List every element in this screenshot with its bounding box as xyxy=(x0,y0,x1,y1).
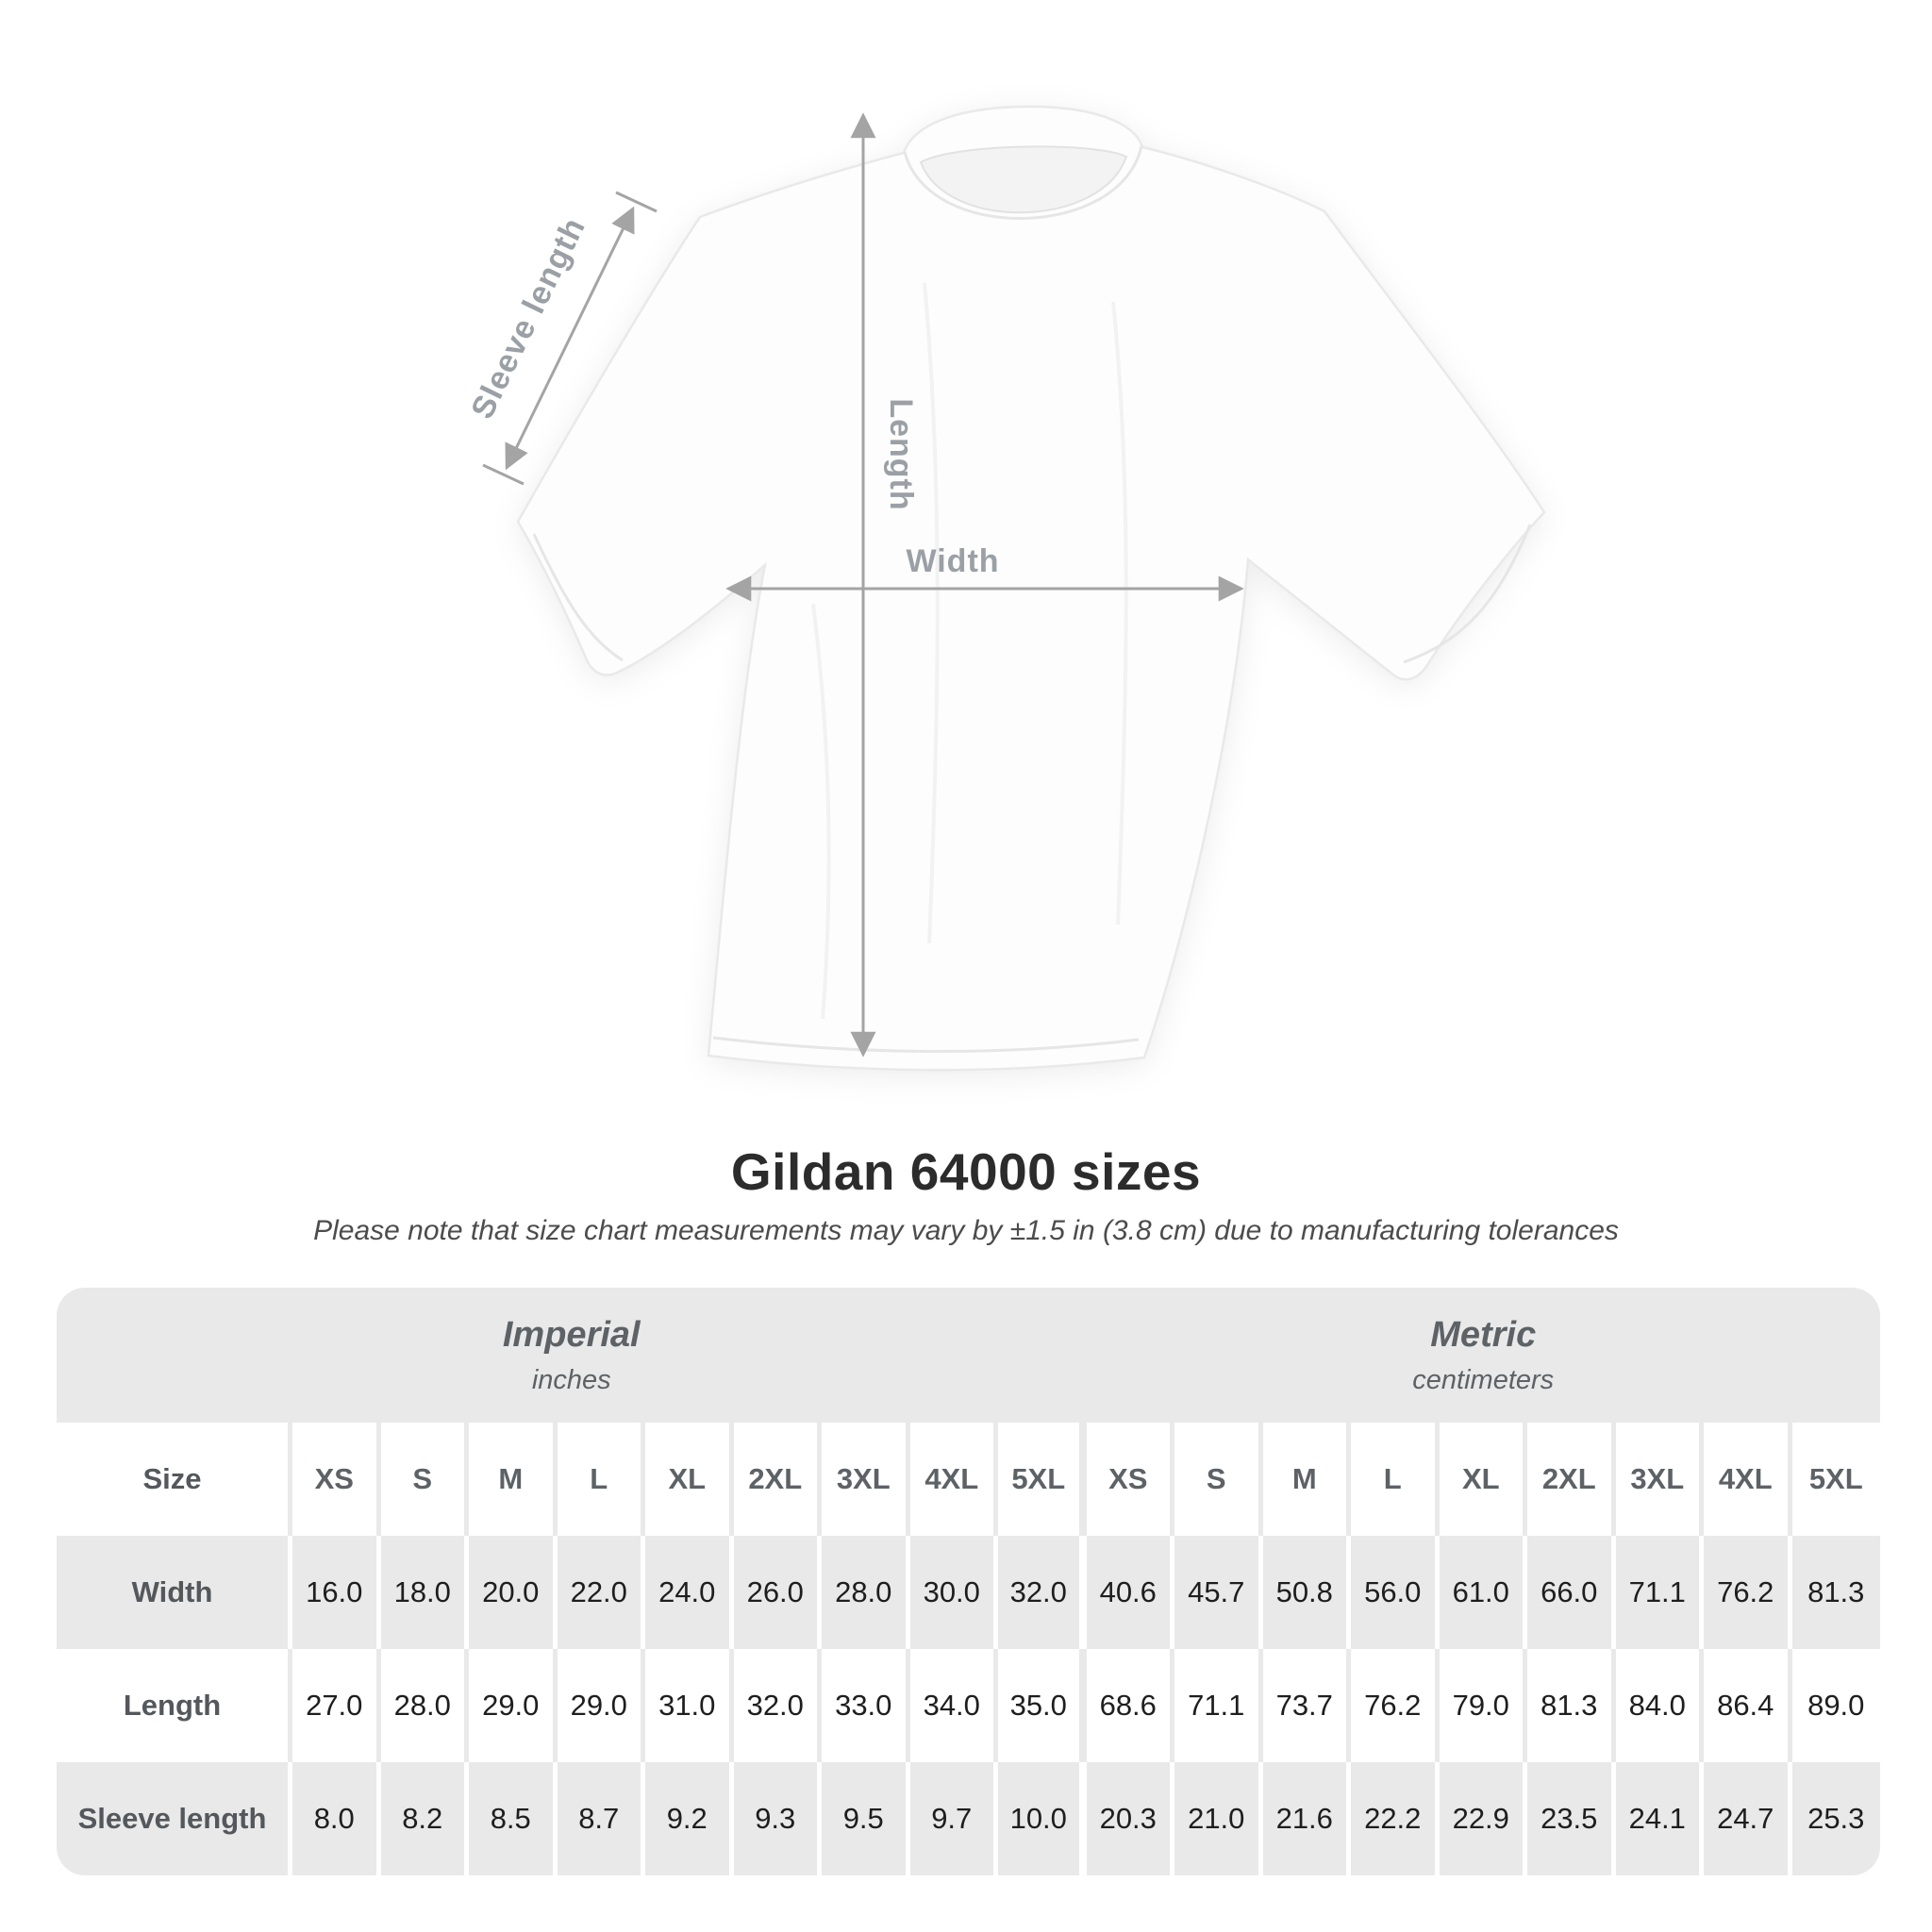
measurement-value: 16.0 xyxy=(292,1536,381,1649)
measurement-value: 40.6 xyxy=(1086,1536,1174,1649)
measurement-value: 73.7 xyxy=(1262,1649,1351,1762)
size-column-header: M xyxy=(469,1423,558,1536)
measurement-row-label: Sleeve length xyxy=(57,1762,292,1875)
measurement-value: 66.0 xyxy=(1527,1536,1616,1649)
size-column-header: 3XL xyxy=(822,1423,910,1536)
measurement-value: 71.1 xyxy=(1615,1536,1704,1649)
size-column-header: 3XL xyxy=(1615,1423,1704,1536)
measurement-value: 28.0 xyxy=(380,1649,469,1762)
measurement-value: 21.6 xyxy=(1262,1762,1351,1875)
size-column-header: 5XL xyxy=(998,1423,1087,1536)
measurement-value: 31.0 xyxy=(645,1649,734,1762)
measurement-value: 76.2 xyxy=(1351,1649,1440,1762)
imperial-header: Imperial inches xyxy=(57,1288,1087,1423)
measurement-value: 8.0 xyxy=(292,1762,381,1875)
measurement-value: 24.1 xyxy=(1615,1762,1704,1875)
page-title: Gildan 64000 sizes xyxy=(730,1142,1202,1201)
size-chart-table: Imperial inches Metric centimeters Size X… xyxy=(57,1288,1880,1875)
size-column-header: 5XL xyxy=(1791,1423,1880,1536)
measurement-value: 26.0 xyxy=(733,1536,822,1649)
size-column-header: 4XL xyxy=(909,1423,998,1536)
measurement-value: 22.2 xyxy=(1351,1762,1440,1875)
measurement-value: 22.9 xyxy=(1439,1762,1527,1875)
size-column-header: S xyxy=(1174,1423,1263,1536)
measurement-value: 81.3 xyxy=(1527,1649,1616,1762)
measurement-value: 10.0 xyxy=(998,1762,1087,1875)
measurement-value: 35.0 xyxy=(998,1649,1087,1762)
measurement-value: 9.3 xyxy=(733,1762,822,1875)
measurement-value: 9.2 xyxy=(645,1762,734,1875)
measurement-value: 84.0 xyxy=(1615,1649,1704,1762)
measurement-value: 8.2 xyxy=(380,1762,469,1875)
imperial-unit-label: inches xyxy=(531,1364,611,1395)
size-column-header: L xyxy=(1351,1423,1440,1536)
size-column-header: 2XL xyxy=(733,1423,822,1536)
size-column-header: XS xyxy=(1086,1423,1174,1536)
measurement-value: 86.4 xyxy=(1704,1649,1792,1762)
size-column-header: L xyxy=(557,1423,645,1536)
measurement-value: 23.5 xyxy=(1527,1762,1616,1875)
width-label: Width xyxy=(906,543,999,579)
measurement-value: 33.0 xyxy=(822,1649,910,1762)
metric-header: Metric centimeters xyxy=(1086,1288,1880,1423)
measurement-value: 22.0 xyxy=(557,1536,645,1649)
sleeve-length-label: Sleeve length xyxy=(464,211,592,424)
measurement-value: 8.5 xyxy=(469,1762,558,1875)
size-column-header: XL xyxy=(645,1423,734,1536)
measurement-value: 21.0 xyxy=(1174,1762,1263,1875)
size-column-header: S xyxy=(380,1423,469,1536)
measurement-value: 8.7 xyxy=(557,1762,645,1875)
measurement-row-label: Length xyxy=(57,1649,292,1762)
measurement-value: 61.0 xyxy=(1439,1536,1527,1649)
metric-group-label: Metric xyxy=(1430,1314,1537,1355)
length-label: Length xyxy=(883,398,919,510)
size-column-header: M xyxy=(1262,1423,1351,1536)
measurement-value: 9.7 xyxy=(909,1762,998,1875)
measurement-value: 24.0 xyxy=(645,1536,734,1649)
measurement-value: 24.7 xyxy=(1704,1762,1792,1875)
measurement-value: 27.0 xyxy=(292,1649,381,1762)
tolerance-note: Please note that size chart measurements… xyxy=(313,1215,1619,1246)
measurement-value: 20.3 xyxy=(1086,1762,1174,1875)
measurement-value: 71.1 xyxy=(1174,1649,1263,1762)
tshirt-diagram: Sleeve length Length Width xyxy=(464,105,1546,1072)
size-column-header: XS xyxy=(292,1423,381,1536)
metric-unit-label: centimeters xyxy=(1412,1364,1555,1395)
sleeve-dimension-line xyxy=(482,191,658,486)
measurement-value: 32.0 xyxy=(733,1649,822,1762)
size-column-header: 4XL xyxy=(1704,1423,1792,1536)
measurement-value: 32.0 xyxy=(998,1536,1087,1649)
corner-size-label: Size xyxy=(57,1423,292,1536)
measurement-value: 20.0 xyxy=(469,1536,558,1649)
measurement-value: 28.0 xyxy=(822,1536,910,1649)
measurement-value: 25.3 xyxy=(1791,1762,1880,1875)
measurement-value: 89.0 xyxy=(1791,1649,1880,1762)
size-column-header: 2XL xyxy=(1527,1423,1616,1536)
measurement-value: 50.8 xyxy=(1262,1536,1351,1649)
imperial-group-label: Imperial xyxy=(502,1314,641,1355)
measurement-value: 68.6 xyxy=(1086,1649,1174,1762)
measurement-value: 9.5 xyxy=(822,1762,910,1875)
measurement-value: 30.0 xyxy=(909,1536,998,1649)
size-chart-grid: Imperial inches Metric centimeters Size X… xyxy=(57,1288,1880,1875)
measurement-value: 29.0 xyxy=(469,1649,558,1762)
measurement-value: 34.0 xyxy=(909,1649,998,1762)
measurement-row-label: Width xyxy=(57,1536,292,1649)
measurement-value: 81.3 xyxy=(1791,1536,1880,1649)
measurement-value: 45.7 xyxy=(1174,1536,1263,1649)
measurement-value: 79.0 xyxy=(1439,1649,1527,1762)
measurement-value: 56.0 xyxy=(1351,1536,1440,1649)
measurement-value: 29.0 xyxy=(557,1649,645,1762)
size-column-header: XL xyxy=(1439,1423,1527,1536)
measurement-value: 76.2 xyxy=(1704,1536,1792,1649)
measurement-value: 18.0 xyxy=(380,1536,469,1649)
collar xyxy=(919,145,1128,214)
